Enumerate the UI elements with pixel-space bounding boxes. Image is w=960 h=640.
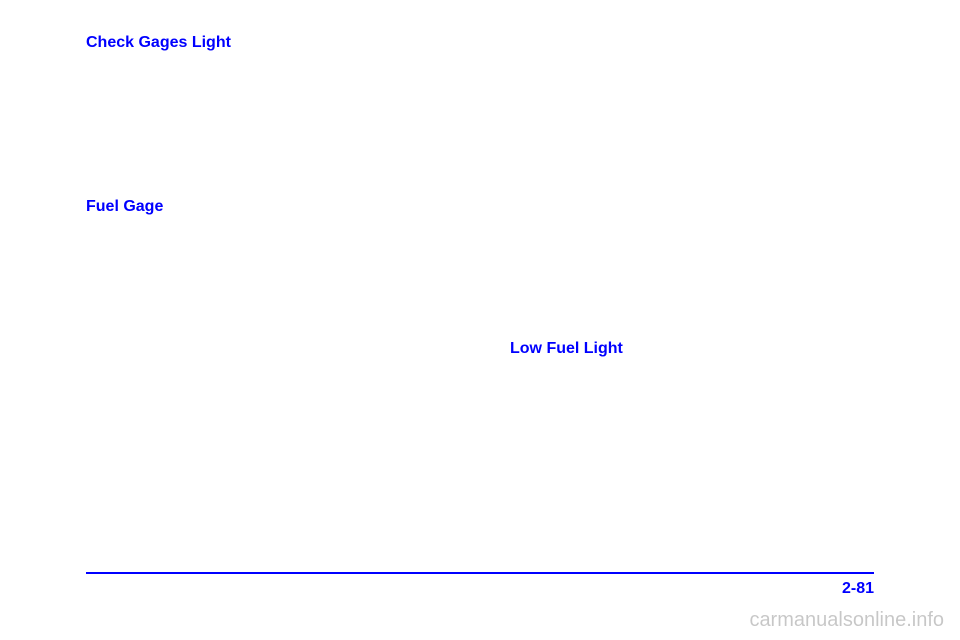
- page-content: Check Gages Light Fuel Gage Low Fuel Lig…: [0, 0, 960, 386]
- heading-low-fuel-light: Low Fuel Light: [510, 340, 874, 358]
- heading-fuel-gage: Fuel Gage: [86, 198, 450, 216]
- left-column: Check Gages Light Fuel Gage: [86, 34, 450, 386]
- page-footer: 2-81: [86, 572, 874, 598]
- right-column: Low Fuel Light: [510, 34, 874, 386]
- watermark-text: carmanualsonline.info: [749, 609, 944, 632]
- footer-rule: [86, 572, 874, 574]
- page-number: 2-81: [86, 580, 874, 598]
- heading-check-gages-light: Check Gages Light: [86, 34, 450, 52]
